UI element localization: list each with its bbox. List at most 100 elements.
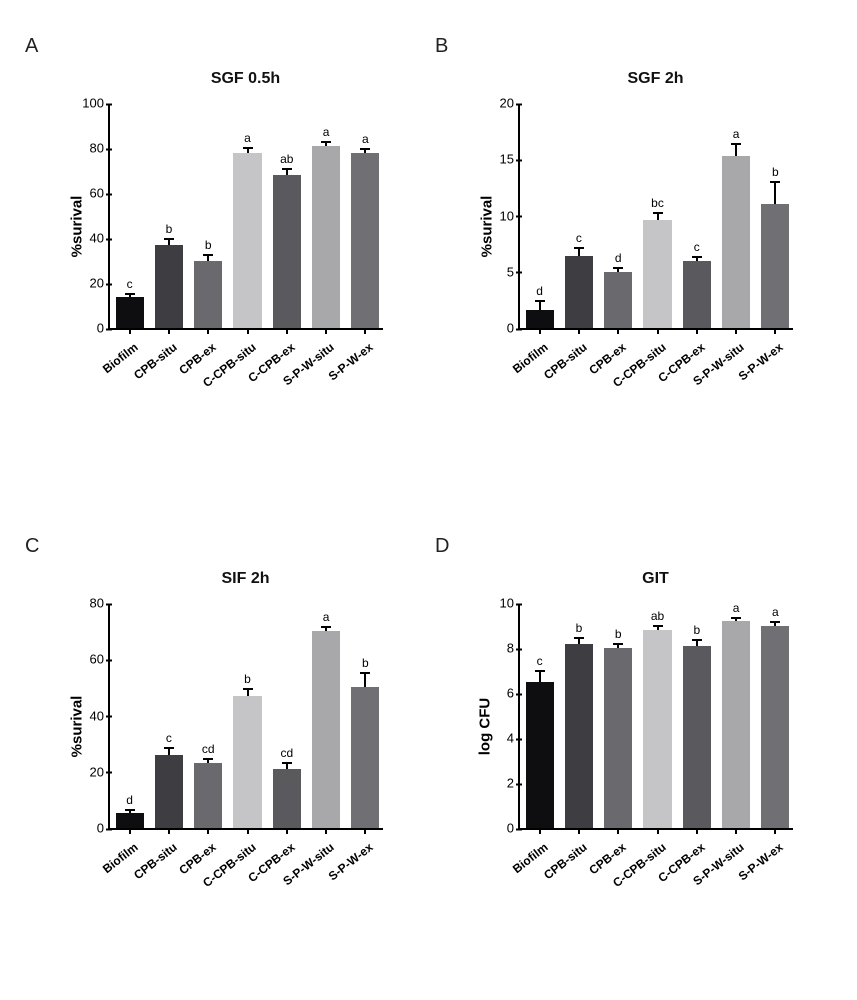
significance-letter: b bbox=[772, 165, 779, 179]
error-cap bbox=[770, 181, 780, 183]
y-tick: 80 bbox=[90, 596, 110, 611]
bar bbox=[526, 310, 554, 328]
bar bbox=[273, 769, 301, 828]
significance-letter: a bbox=[733, 601, 740, 615]
error-cap bbox=[125, 809, 135, 811]
bar bbox=[604, 648, 632, 828]
x-tick bbox=[168, 828, 170, 834]
significance-letter: b bbox=[362, 656, 369, 670]
error-bar bbox=[657, 213, 659, 220]
y-tick: 20 bbox=[90, 276, 110, 291]
y-tick: 100 bbox=[82, 96, 110, 111]
x-category-label: CPB-situ bbox=[131, 340, 180, 382]
error-cap bbox=[692, 639, 702, 641]
bar bbox=[565, 644, 593, 829]
x-category-label: CPB-situ bbox=[541, 340, 590, 382]
error-cap bbox=[282, 168, 292, 170]
x-tick bbox=[539, 328, 541, 334]
y-tick: 0 bbox=[97, 821, 110, 836]
significance-letter: a bbox=[323, 125, 330, 139]
error-cap bbox=[535, 300, 545, 302]
x-category-label: CPB-situ bbox=[131, 840, 180, 882]
error-bar bbox=[247, 689, 249, 696]
plot-area-D: 0246810cbbabbaa bbox=[518, 605, 793, 830]
error-bar bbox=[578, 248, 580, 256]
bar bbox=[312, 146, 340, 328]
x-tick bbox=[578, 828, 580, 834]
error-cap bbox=[731, 143, 741, 145]
bar bbox=[683, 646, 711, 828]
error-cap bbox=[692, 256, 702, 258]
panel-label-D: D bbox=[435, 535, 449, 558]
error-bar bbox=[774, 182, 776, 205]
bar bbox=[273, 175, 301, 328]
x-tick bbox=[696, 328, 698, 334]
y-tick: 0 bbox=[97, 321, 110, 336]
bar bbox=[643, 220, 671, 328]
x-tick bbox=[207, 328, 209, 334]
bar bbox=[761, 204, 789, 328]
significance-letter: d bbox=[536, 284, 543, 298]
significance-letter: bc bbox=[651, 196, 664, 210]
x-tick bbox=[617, 828, 619, 834]
x-tick bbox=[364, 328, 366, 334]
x-tick bbox=[364, 828, 366, 834]
x-tick bbox=[286, 828, 288, 834]
y-tick: 8 bbox=[507, 641, 520, 656]
y-tick: 60 bbox=[90, 652, 110, 667]
error-cap bbox=[203, 758, 213, 760]
significance-letter: b bbox=[693, 623, 700, 637]
chart-title-A: SGF 0.5h bbox=[108, 70, 383, 88]
y-tick: 2 bbox=[507, 776, 520, 791]
bar bbox=[194, 763, 222, 828]
x-tick bbox=[774, 328, 776, 334]
significance-letter: a bbox=[362, 132, 369, 146]
y-axis-label-B: %surival bbox=[478, 195, 495, 257]
bar bbox=[683, 261, 711, 329]
significance-letter: cd bbox=[202, 742, 215, 756]
chart-title-B: SGF 2h bbox=[518, 70, 793, 88]
bar bbox=[116, 813, 144, 828]
plot-area-B: 05101520dcdbccab bbox=[518, 105, 793, 330]
x-tick bbox=[286, 328, 288, 334]
x-tick bbox=[207, 828, 209, 834]
error-bar bbox=[539, 301, 541, 310]
x-tick bbox=[168, 328, 170, 334]
significance-letter: b bbox=[576, 621, 583, 635]
significance-letter: b bbox=[615, 627, 622, 641]
x-tick bbox=[539, 828, 541, 834]
error-cap bbox=[613, 267, 623, 269]
x-tick bbox=[325, 828, 327, 834]
significance-letter: c bbox=[694, 240, 700, 254]
error-cap bbox=[125, 293, 135, 295]
significance-letter: b bbox=[166, 222, 173, 236]
error-bar bbox=[735, 144, 737, 156]
figure-root: ASGF 0.5h020406080100cbbaabaa%surivalBio… bbox=[0, 0, 857, 1000]
bar bbox=[351, 153, 379, 329]
plot-area-A: 020406080100cbbaabaa bbox=[108, 105, 383, 330]
x-tick bbox=[578, 328, 580, 334]
x-tick bbox=[696, 828, 698, 834]
y-tick: 5 bbox=[507, 264, 520, 279]
x-tick bbox=[774, 828, 776, 834]
y-tick: 10 bbox=[500, 596, 520, 611]
error-bar bbox=[364, 673, 366, 687]
significance-letter: b bbox=[244, 672, 251, 686]
y-tick: 40 bbox=[90, 708, 110, 723]
error-cap bbox=[653, 625, 663, 627]
x-tick bbox=[129, 828, 131, 834]
x-tick bbox=[617, 328, 619, 334]
y-tick: 60 bbox=[90, 186, 110, 201]
y-tick: 80 bbox=[90, 141, 110, 156]
panel-label-B: B bbox=[435, 35, 448, 58]
error-cap bbox=[203, 254, 213, 256]
significance-letter: b bbox=[205, 238, 212, 252]
bar bbox=[155, 755, 183, 828]
error-cap bbox=[653, 212, 663, 214]
significance-letter: c bbox=[127, 277, 133, 291]
error-cap bbox=[613, 643, 623, 645]
y-axis-label-C: %surival bbox=[68, 695, 85, 757]
error-cap bbox=[243, 147, 253, 149]
y-tick: 20 bbox=[90, 764, 110, 779]
significance-letter: c bbox=[537, 654, 543, 668]
